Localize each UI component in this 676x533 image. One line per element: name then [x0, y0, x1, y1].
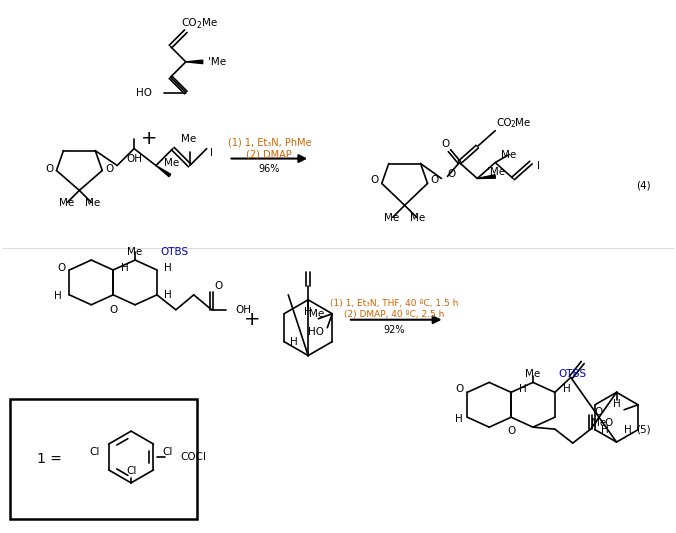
Text: OH: OH: [126, 154, 142, 164]
Text: O: O: [441, 139, 450, 149]
Text: O: O: [45, 164, 53, 174]
Text: Me: Me: [84, 198, 100, 208]
Text: Cl: Cl: [162, 447, 172, 457]
Text: Cl: Cl: [90, 447, 100, 457]
Text: H: H: [290, 337, 297, 346]
Text: Me: Me: [128, 247, 143, 257]
Text: Me: Me: [525, 369, 541, 379]
Text: I: I: [210, 148, 213, 158]
Text: H: H: [612, 399, 621, 409]
Text: CO: CO: [496, 118, 512, 128]
Text: 2: 2: [197, 21, 201, 30]
Text: O: O: [215, 281, 223, 291]
Text: (1) 1, Et₃N, THF, 40 ºC, 1.5 h: (1) 1, Et₃N, THF, 40 ºC, 1.5 h: [329, 300, 458, 308]
Text: CO: CO: [182, 18, 197, 28]
Text: Cl: Cl: [126, 466, 137, 476]
Text: O: O: [507, 426, 515, 436]
Text: H: H: [454, 414, 462, 424]
Text: O: O: [431, 175, 439, 185]
Text: H: H: [164, 263, 172, 273]
Text: O: O: [370, 175, 379, 185]
Text: I: I: [537, 160, 540, 171]
Text: (2) DMAP: (2) DMAP: [247, 150, 292, 159]
Text: O: O: [604, 418, 612, 428]
Text: HO: HO: [308, 327, 324, 337]
Text: H: H: [304, 307, 312, 317]
Polygon shape: [477, 175, 496, 179]
Text: H: H: [563, 384, 571, 394]
Bar: [9, 399, 197, 519]
Text: H: H: [601, 425, 608, 434]
Text: Me: Me: [181, 134, 197, 144]
Text: O: O: [595, 407, 603, 417]
Text: 1 =: 1 =: [37, 452, 62, 466]
Text: H: H: [519, 384, 527, 394]
Text: H: H: [53, 291, 62, 301]
Text: Me: Me: [164, 158, 179, 167]
Text: 'Me: 'Me: [487, 167, 506, 177]
Text: Me: Me: [201, 18, 217, 28]
Text: 92%: 92%: [383, 325, 404, 335]
Text: Me: Me: [515, 118, 531, 128]
Text: 2: 2: [510, 120, 515, 129]
Text: Me: Me: [501, 150, 516, 159]
Text: +: +: [141, 129, 158, 148]
Text: COCl: COCl: [180, 452, 207, 462]
Text: Me: Me: [410, 213, 425, 223]
Text: Me: Me: [384, 213, 400, 223]
Text: +: +: [244, 310, 261, 329]
Text: O: O: [109, 305, 118, 315]
Text: OH: OH: [235, 305, 251, 315]
Text: H: H: [625, 425, 632, 434]
Text: H: H: [121, 263, 129, 273]
Text: O: O: [455, 384, 464, 394]
Text: O: O: [448, 169, 456, 180]
Text: (5): (5): [636, 424, 651, 434]
Text: OTBS: OTBS: [160, 247, 188, 257]
Text: (1) 1, Et₃N, PhMe: (1) 1, Et₃N, PhMe: [228, 138, 311, 148]
Text: O: O: [57, 263, 66, 273]
Text: Me: Me: [59, 198, 74, 208]
Text: 96%: 96%: [259, 164, 280, 174]
Text: (2) DMAP, 40 ºC, 2.5 h: (2) DMAP, 40 ºC, 2.5 h: [343, 310, 444, 319]
Text: OTBS: OTBS: [559, 369, 587, 379]
Text: 'Me: 'Me: [208, 57, 226, 67]
Text: O: O: [105, 164, 114, 174]
Text: HO: HO: [136, 87, 152, 98]
Text: (4): (4): [636, 181, 651, 190]
Text: H: H: [164, 290, 172, 300]
Text: Me: Me: [309, 309, 324, 319]
Polygon shape: [156, 166, 171, 177]
Polygon shape: [186, 60, 203, 63]
Text: Me: Me: [592, 418, 606, 428]
